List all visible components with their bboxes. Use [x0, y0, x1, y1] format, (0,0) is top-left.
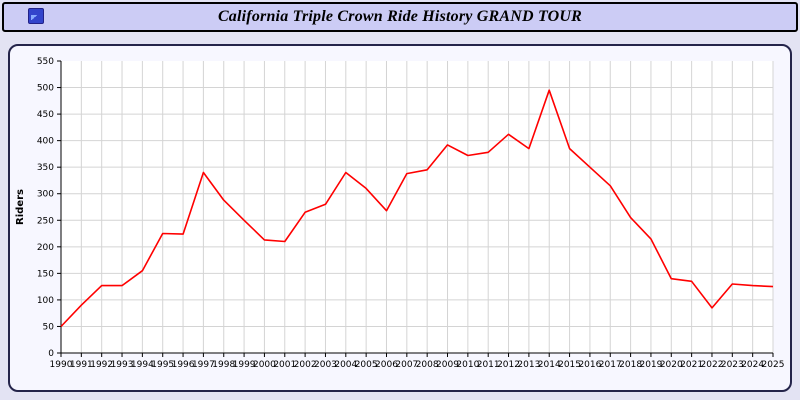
x-tick-label: 1997 — [192, 360, 215, 370]
x-tick-label: 1990 — [50, 360, 73, 370]
x-tick-label: 1991 — [70, 360, 93, 370]
riders-line — [60, 89, 774, 328]
x-tick-label: 2006 — [375, 360, 398, 370]
y-tick-label: 400 — [37, 137, 54, 147]
title-bar: California Triple Crown Ride History GRA… — [2, 2, 798, 32]
x-tick-label: 2008 — [416, 360, 439, 370]
x-tick-label: 2012 — [497, 360, 520, 370]
x-tick-label: 2015 — [558, 360, 581, 370]
y-tick-label: 100 — [37, 296, 54, 306]
chart-panel: 0 50 100 150 200 250 300 350 400 450 500 550 1990 199… — [8, 44, 792, 392]
x-tick-label: 2020 — [660, 360, 683, 370]
ride-history-chart: 0501001502002503003504004505005501990199… — [15, 57, 785, 370]
y-tick-label: 500 — [37, 84, 54, 94]
x-tick-label: 2005 — [355, 360, 378, 370]
y-tick-label: 50 — [43, 322, 55, 332]
y-axis-title: Riders — [15, 189, 26, 225]
x-tick-label: 2021 — [680, 360, 703, 370]
x-tick-label: 2013 — [517, 360, 540, 370]
x-tick-label: 1998 — [212, 360, 235, 370]
x-tick-label: 1993 — [111, 360, 134, 370]
x-tick-label: 1994 — [131, 360, 154, 370]
plot-area — [61, 61, 773, 353]
y-tick-label: 300 — [37, 190, 54, 200]
x-tick-label: 2023 — [721, 360, 744, 370]
x-tick-label: 2018 — [619, 360, 642, 370]
x-tick-label: 1995 — [151, 360, 174, 370]
x-tick-label: 2022 — [701, 360, 724, 370]
x-tick-label: 2001 — [273, 360, 296, 370]
x-tick-label: 2025 — [762, 360, 785, 370]
x-tick-label: 1999 — [233, 360, 256, 370]
x-tick-label: 2017 — [599, 360, 622, 370]
y-tick-label: 0 — [48, 349, 54, 359]
x-tick-label: 2024 — [741, 360, 764, 370]
x-tick-label: 2009 — [436, 360, 459, 370]
x-tick-label: 1992 — [90, 360, 113, 370]
x-tick-label: 2004 — [334, 360, 357, 370]
x-tick-label: 2002 — [294, 360, 317, 370]
x-tick-label: 1996 — [172, 360, 195, 370]
y-tick-label: 550 — [37, 57, 54, 67]
y-tick-label: 250 — [37, 216, 54, 226]
x-tick-label: 2016 — [578, 360, 601, 370]
x-tick-label: 2007 — [395, 360, 418, 370]
x-tick-label: 2019 — [639, 360, 662, 370]
x-tick-label: 2010 — [456, 360, 479, 370]
y-tick-label: 200 — [37, 243, 54, 253]
x-tick-label: 2014 — [538, 360, 561, 370]
x-tick-label: 2000 — [253, 360, 276, 370]
y-tick-label: 150 — [37, 269, 54, 279]
page-title: California Triple Crown Ride History GRA… — [217, 8, 583, 25]
chart-icon — [28, 8, 44, 24]
x-tick-label: 2011 — [477, 360, 500, 370]
y-tick-label: 350 — [37, 163, 54, 173]
x-tick-label: 2003 — [314, 360, 337, 370]
y-tick-label: 450 — [37, 110, 54, 120]
